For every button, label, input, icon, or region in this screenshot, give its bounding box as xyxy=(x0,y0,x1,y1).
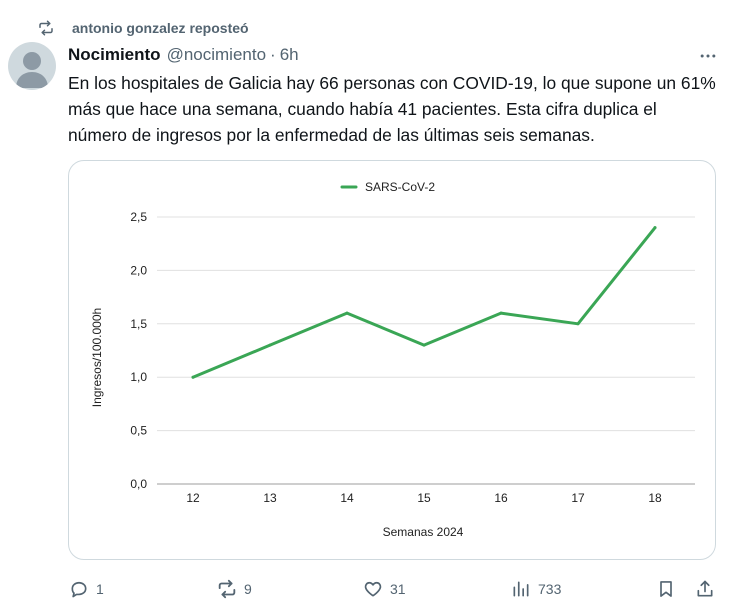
views-button[interactable]: 733 xyxy=(510,574,561,604)
y-tick-label: 2,5 xyxy=(130,210,147,224)
y-tick-label: 1,0 xyxy=(130,370,147,384)
like-count: 31 xyxy=(390,581,406,597)
y-tick-label: 0,0 xyxy=(130,477,147,491)
line-chart: 0,0 0,5 1,0 1,5 2,0 2,5 12 13 14 15 16 17 18 Semanas … xyxy=(90,180,695,539)
avatar[interactable] xyxy=(8,42,56,90)
reply-button[interactable]: 1 xyxy=(68,574,104,604)
share-icon xyxy=(694,578,716,600)
tweet-time[interactable]: 6h xyxy=(279,45,299,64)
repost-button[interactable]: 9 xyxy=(216,574,252,604)
repost-indicator[interactable]: antonio gonzalez reposteó xyxy=(36,16,249,40)
like-button[interactable]: 31 xyxy=(362,574,406,604)
repost-text: antonio gonzalez reposteó xyxy=(72,20,249,36)
data-point xyxy=(345,311,349,315)
y-tick-label: 0,5 xyxy=(130,424,147,438)
data-point xyxy=(422,343,426,347)
author-handle[interactable]: @nocimiento xyxy=(166,45,267,64)
series-line xyxy=(191,226,657,379)
tweet-header: Nocimiento @nocimiento · 6h xyxy=(68,42,299,68)
data-point xyxy=(653,226,657,230)
data-point xyxy=(268,343,272,347)
y-tick-label: 2,0 xyxy=(130,263,147,277)
data-point xyxy=(576,322,580,326)
separator-dot: · xyxy=(270,45,276,64)
repost-action-icon xyxy=(216,578,238,600)
x-tick-label: 14 xyxy=(340,491,354,505)
tweet-text: En los hospitales de Galicia hay 66 pers… xyxy=(68,73,716,145)
y-axis-title: Ingresos/100.000h xyxy=(90,308,104,407)
bookmark-icon xyxy=(655,578,677,600)
x-axis-title: Semanas 2024 xyxy=(383,525,464,539)
x-tick-label: 15 xyxy=(417,491,431,505)
chart-card[interactable]: 0,0 0,5 1,0 1,5 2,0 2,5 12 13 14 15 16 17 18 Semanas … xyxy=(68,160,716,560)
more-options-icon[interactable] xyxy=(696,44,720,68)
reply-icon xyxy=(68,578,90,600)
bookmark-button[interactable] xyxy=(655,574,683,604)
data-point xyxy=(499,311,503,315)
x-tick-label: 16 xyxy=(494,491,508,505)
y-tick-label: 1,5 xyxy=(130,317,147,331)
data-point xyxy=(191,375,195,379)
x-tick-label: 17 xyxy=(571,491,585,505)
author-name[interactable]: Nocimiento xyxy=(68,45,161,64)
action-bar: 1 9 31 733 xyxy=(0,574,738,604)
share-button[interactable] xyxy=(694,574,722,604)
x-tick-label: 13 xyxy=(263,491,277,505)
repost-icon xyxy=(36,18,56,38)
reply-count: 1 xyxy=(96,581,104,597)
x-tick-label: 18 xyxy=(648,491,662,505)
repost-count: 9 xyxy=(244,581,252,597)
views-icon xyxy=(510,578,532,600)
heart-icon xyxy=(362,578,384,600)
legend-label: SARS-CoV-2 xyxy=(365,180,435,194)
views-count: 733 xyxy=(538,581,562,597)
x-tick-label: 12 xyxy=(186,491,200,505)
